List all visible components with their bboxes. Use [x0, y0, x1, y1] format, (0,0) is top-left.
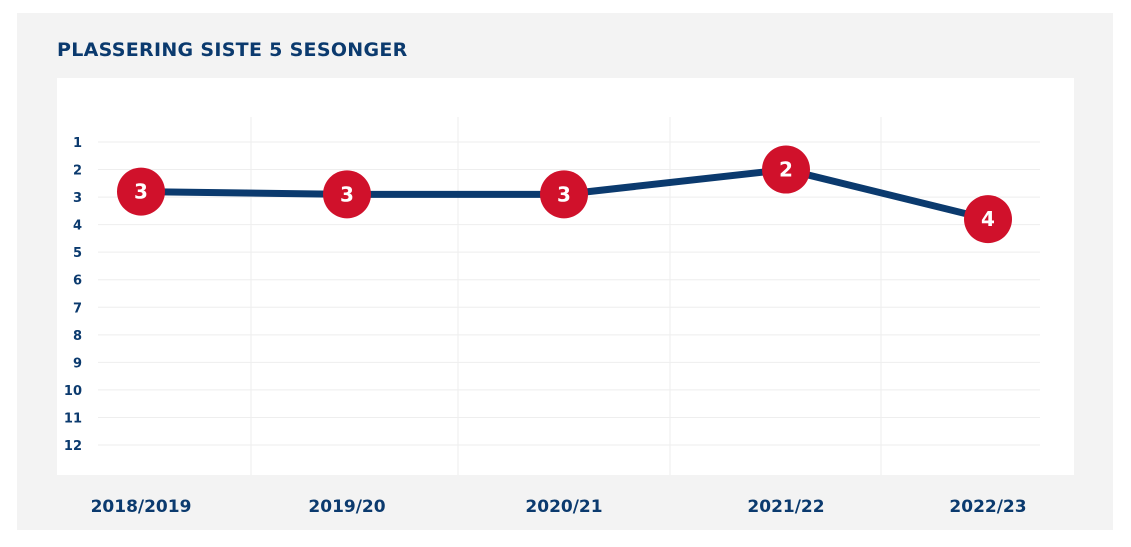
y-tick-label: 5	[73, 246, 82, 261]
y-tick-label: 9	[73, 356, 82, 371]
data-point	[964, 195, 1012, 244]
x-tick-label: 2022/23	[949, 497, 1026, 517]
chart-title: PLASSERING SISTE 5 SESONGER	[57, 39, 408, 61]
chart-card: PLASSERING SISTE 5 SESONGER	[17, 13, 1113, 530]
y-tick-label: 1	[73, 136, 82, 151]
y-tick-label: 12	[64, 439, 82, 454]
plot-area	[57, 78, 1074, 475]
data-point	[540, 170, 588, 219]
x-tick-label: 2020/21	[525, 497, 602, 517]
x-axis-ticks: 2018/2019 2019/20 2020/21 2021/22 2022/23	[91, 497, 1027, 517]
data-markers: 3 3 3 2 4	[117, 145, 1012, 244]
x-tick-label: 2019/20	[308, 497, 385, 517]
y-tick-label: 6	[73, 274, 82, 289]
y-tick-label: 11	[64, 411, 82, 426]
y-tick-label: 8	[73, 329, 82, 344]
data-label: 3	[134, 180, 148, 204]
data-point	[762, 145, 810, 194]
x-tick-label: 2018/2019	[91, 497, 192, 517]
data-label: 4	[981, 207, 995, 231]
x-tick-label: 2021/22	[747, 497, 824, 517]
data-label: 2	[779, 158, 793, 182]
grid-lines	[98, 117, 1040, 475]
y-tick-label: 4	[73, 219, 82, 234]
data-label: 3	[340, 182, 354, 206]
y-tick-label: 10	[64, 384, 82, 399]
y-tick-label: 2	[73, 164, 82, 179]
y-tick-label: 3	[73, 191, 82, 206]
data-point	[117, 167, 165, 216]
data-label: 3	[557, 182, 571, 206]
data-point	[323, 170, 371, 219]
y-tick-label: 7	[73, 301, 82, 316]
